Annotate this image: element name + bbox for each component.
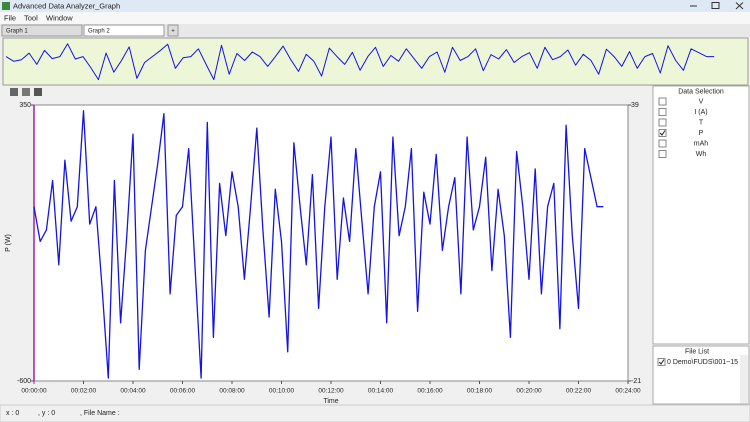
menu-item[interactable]: Tool [24,13,38,22]
file-item[interactable]: 0 Demo\FUDS\001~15 [667,359,738,366]
tab[interactable] [1,24,83,37]
checkbox[interactable] [657,358,666,366]
data-line [33,110,604,379]
maximize-button[interactable] [711,2,720,9]
series-option[interactable]: V [699,98,704,105]
checkbox[interactable] [658,129,667,137]
x-tick-label: 00:22:00 [566,388,592,395]
x-tick-label: 00:04:00 [120,388,146,395]
title-bar [0,0,750,12]
window-title: Advanced Data Analyzer_Graph [13,1,120,10]
check-mark [658,359,665,365]
app-icon [2,2,10,10]
x-tick-label: 00:08:00 [219,388,245,395]
tab-label[interactable]: Graph 2 [88,29,110,35]
series-option[interactable]: mAh [694,140,709,147]
toolbar-button[interactable] [10,88,18,96]
series-option[interactable]: P [699,130,704,137]
tab[interactable] [167,24,179,37]
status-field: , File Name : [80,410,120,417]
overview-panel [2,37,749,86]
x-tick-label: 00:20:00 [516,388,542,395]
panel-title: Data Selection [678,88,724,95]
tab-label[interactable]: + [171,29,175,35]
status-field: , y : 0 [38,410,55,417]
toolbar-button[interactable] [22,88,30,96]
y-tick-label: 350 [19,102,31,109]
checkbox[interactable] [658,150,667,158]
x-tick-label: 00:00:00 [21,388,47,395]
data-selection-panel [652,85,750,345]
series-option[interactable]: T [699,119,704,126]
y-tick-label: -600 [17,378,31,385]
x-tick-label: 00:12:00 [318,388,344,395]
y-axis-label: P (W) [5,234,12,252]
scrollbar[interactable] [740,355,748,403]
checkbox[interactable] [658,139,667,148]
x-tick-label: 00:10:00 [269,388,295,395]
checkbox[interactable] [658,108,667,116]
toolbar-button[interactable] [34,88,42,96]
x-axis-label: Time [323,398,338,405]
x-tick-label: 00:18:00 [467,388,493,395]
x-tick-label: 00:06:00 [170,388,196,395]
y2-tick-label: -21 [631,378,641,385]
x-tick-label: 00:02:00 [71,388,97,395]
tab-strip [0,24,750,37]
x-tick-label: 00:14:00 [368,388,394,395]
series-option[interactable]: I (A) [694,109,707,116]
overview-line [5,43,715,81]
checkbox[interactable] [658,97,667,106]
window-controls[interactable] [690,2,744,10]
menu-bar [0,12,750,24]
menu-item[interactable]: File [4,13,16,22]
status-field: x : 0 [6,410,19,417]
x-tick-label: 00:24:00 [615,388,641,395]
toolbar [10,88,42,96]
series-option[interactable]: Wh [696,151,707,158]
y2-tick-label: 39 [631,102,639,109]
menu-item[interactable]: Window [46,13,73,22]
tab-label[interactable]: Graph 1 [6,29,28,35]
file-list-panel [652,345,750,405]
x-tick-label: 00:16:00 [417,388,443,395]
check-mark [659,130,666,136]
panel-title: File List [685,348,709,355]
close-button[interactable] [735,2,744,10]
checkbox[interactable] [658,118,667,127]
status-bar [0,404,750,422]
tab[interactable] [83,24,165,37]
